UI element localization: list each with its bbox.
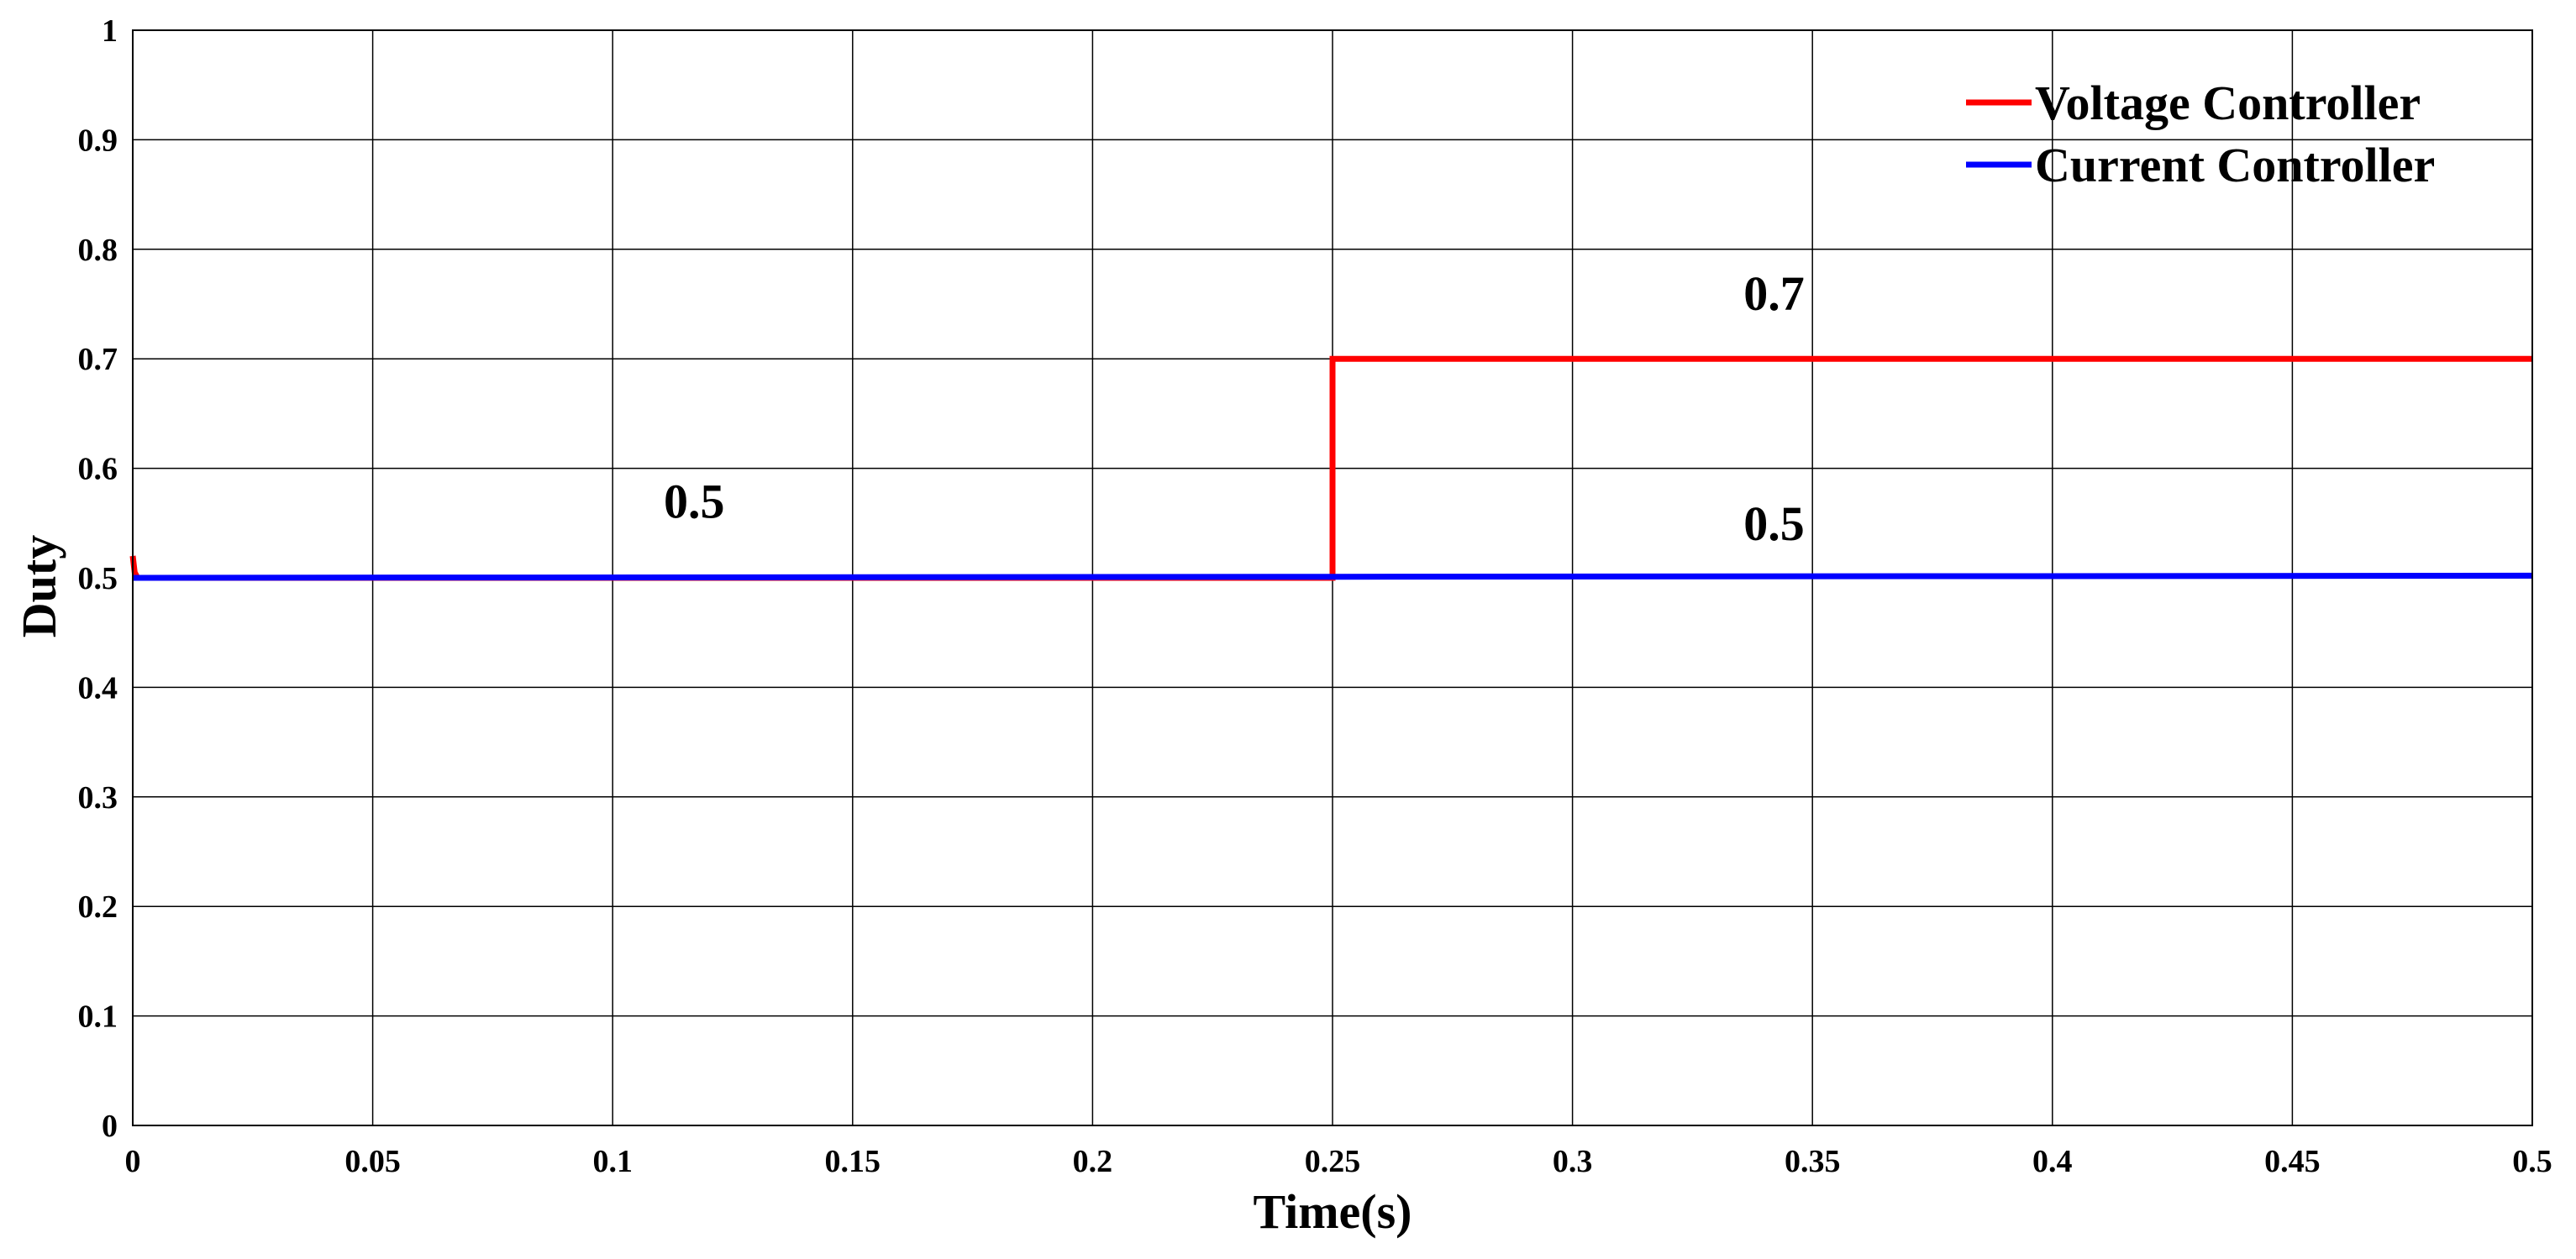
x-tick-label: 0 [125, 1144, 141, 1179]
x-tick-label: 0.35 [1785, 1144, 1841, 1179]
plot-frame [132, 29, 2533, 1126]
y-tick-label: 0.3 [78, 780, 118, 816]
value-annotation: 0.7 [1743, 266, 1805, 321]
x-tick-label: 0.05 [344, 1144, 401, 1179]
y-tick-label: 0 [102, 1109, 118, 1144]
x-tick-label: 0.3 [1553, 1144, 1593, 1179]
x-tick-labels: 0 0.05 0.1 0.15 0.2 0.25 0.3 0.35 0.4 0.45 0.5 [125, 1144, 2552, 1179]
y-axis-label: Duty [12, 535, 66, 637]
y-tick-label: 0.5 [78, 561, 118, 596]
y-tick-label: 0.7 [78, 342, 118, 377]
y-tick-label: 0.9 [78, 123, 118, 158]
y-tick-label: 0.8 [78, 233, 118, 268]
x-tick-label: 0.15 [825, 1144, 881, 1179]
legend: Voltage Controller Current Controller [1966, 76, 2435, 192]
y-tick-label: 0.1 [78, 999, 118, 1035]
legend-label: Voltage Controller [2035, 76, 2421, 130]
value-annotation: 0.5 [664, 475, 725, 529]
x-tick-label: 0.5 [2512, 1144, 2552, 1179]
value-annotation: 0.5 [1743, 496, 1805, 551]
y-tick-label: 1 [102, 13, 118, 49]
series-line-2 [132, 572, 2533, 581]
annotations: 0.5 0.7 0.5 [664, 266, 1805, 551]
series-lines [129, 355, 2533, 581]
x-tick-label: 0.4 [2032, 1144, 2073, 1179]
y-tick-label: 0.2 [78, 889, 118, 925]
y-tick-label: 0.4 [78, 670, 118, 706]
legend-label: Current Controller [2035, 138, 2435, 192]
x-tick-label: 0.45 [2264, 1144, 2321, 1179]
x-tick-label: 0.25 [1305, 1144, 1361, 1179]
x-axis-label: Time(s) [1253, 1184, 1412, 1239]
y-tick-labels: 0 0.1 0.2 0.3 0.4 0.5 0.6 0.7 0.8 0.9 1 [78, 13, 118, 1144]
x-tick-label: 0.1 [592, 1144, 633, 1179]
x-tick-label: 0.2 [1073, 1144, 1113, 1179]
y-tick-label: 0.6 [78, 452, 118, 487]
